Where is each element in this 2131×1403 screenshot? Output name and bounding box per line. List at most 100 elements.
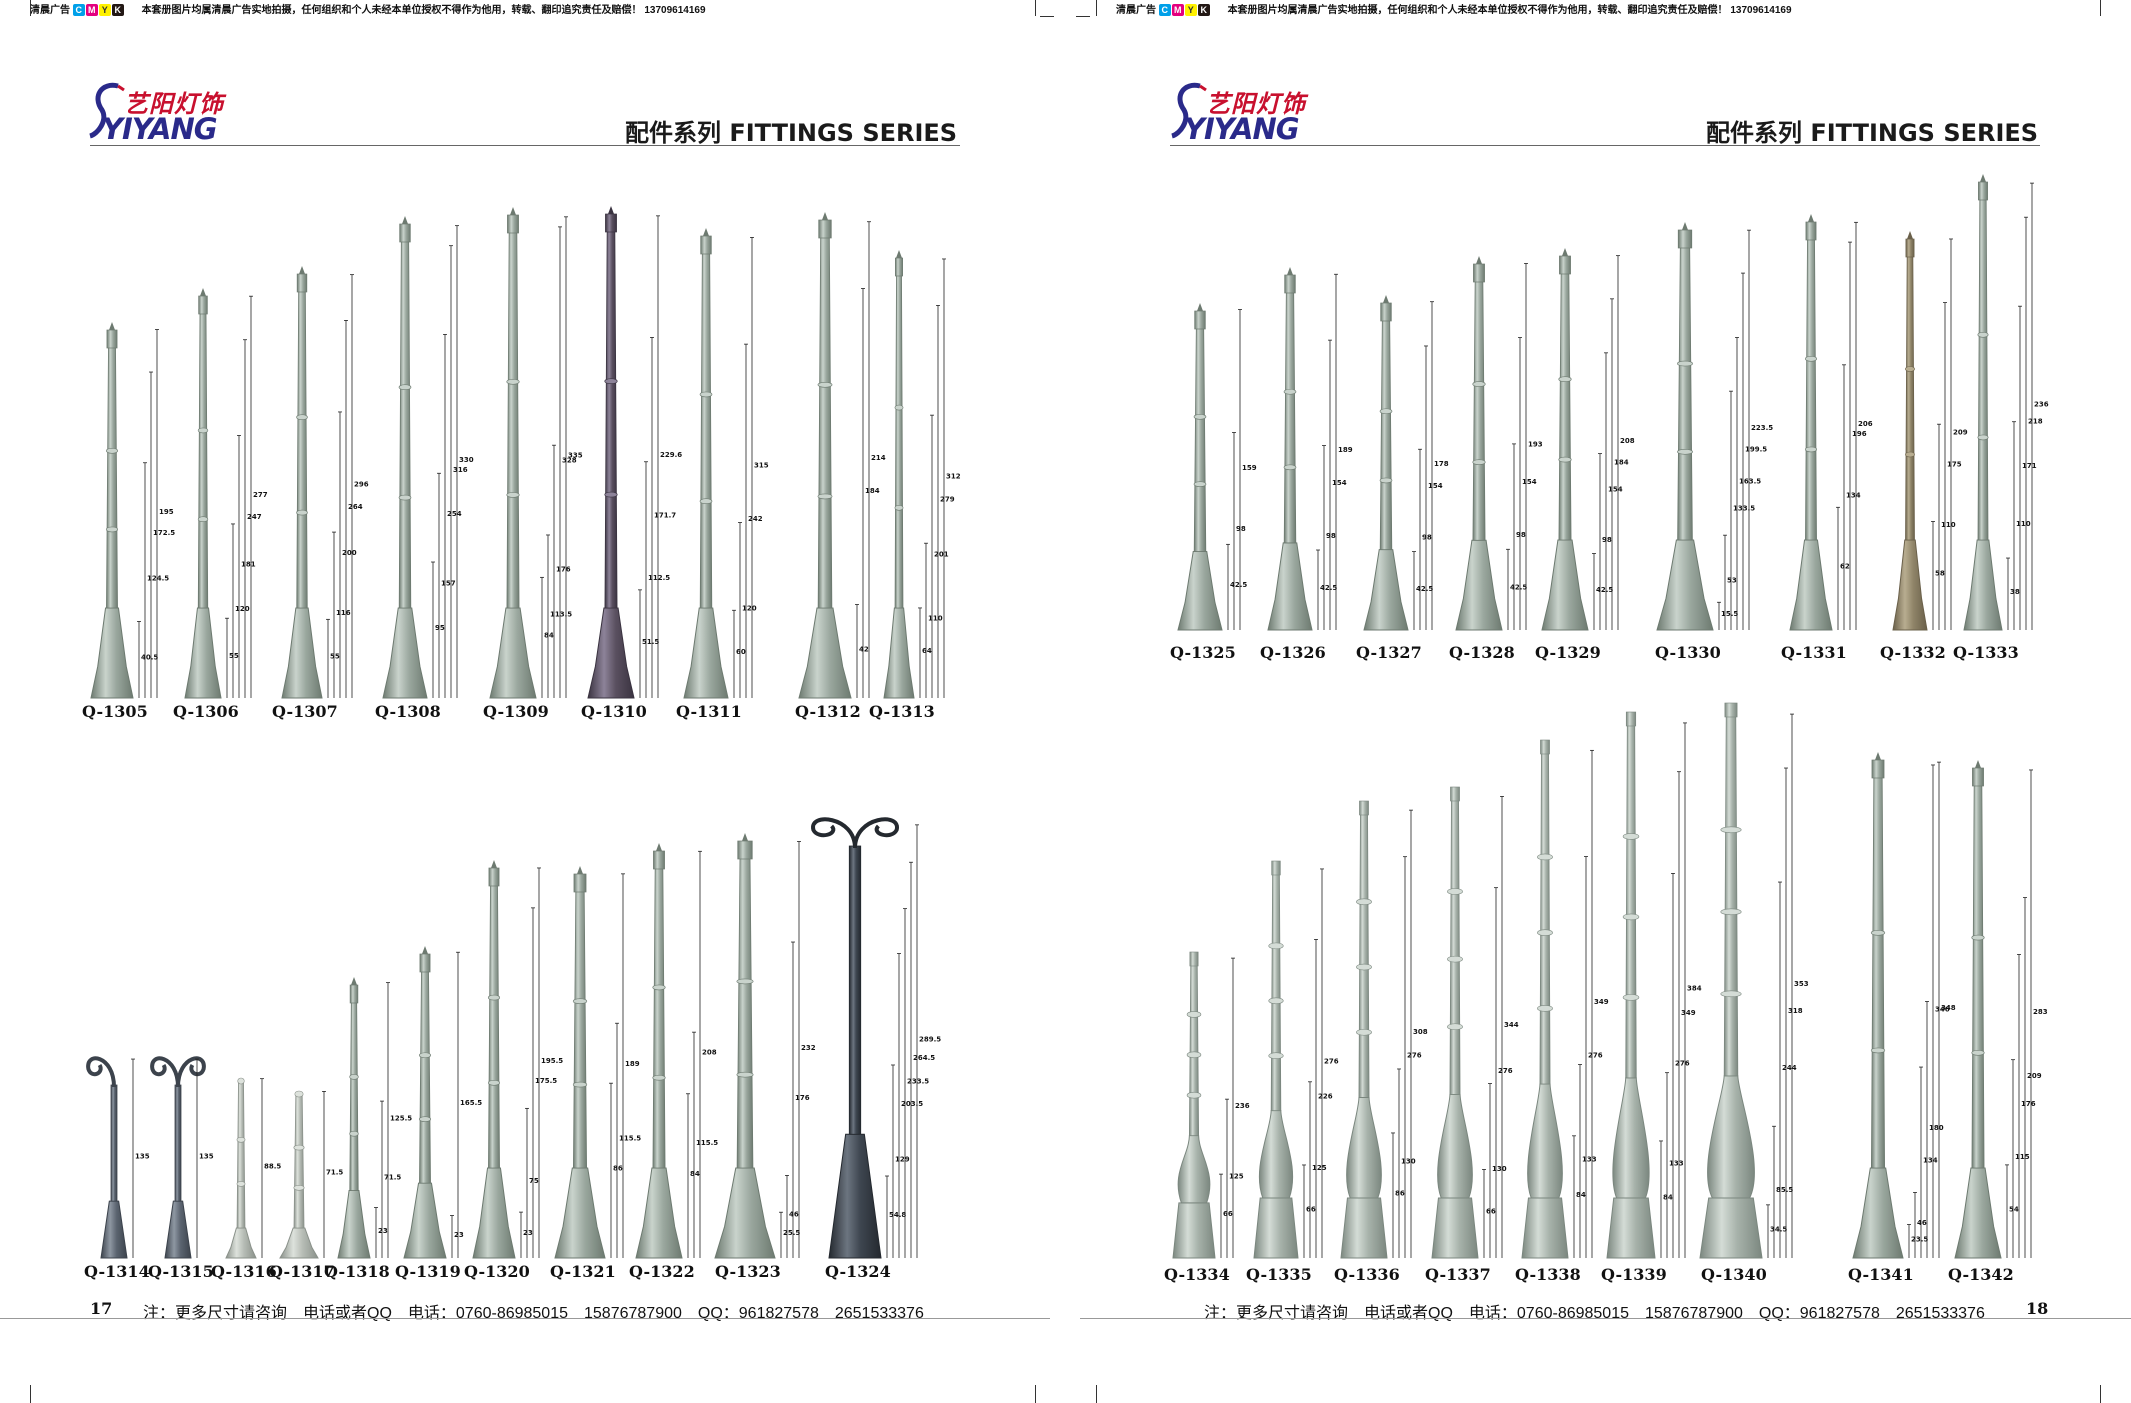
crop-mark [1096, 1385, 1097, 1403]
model-code-q-1329: Q-1329 [1535, 643, 1601, 662]
dimension-label: 124.5 [147, 574, 169, 582]
dimension-label: 62 [1840, 563, 1850, 571]
dimension-line: 175 [1943, 302, 1962, 630]
dimension-line: 157 [437, 472, 456, 698]
dimension-label: 209 [2027, 1072, 2042, 1080]
model-code-q-1332: Q-1332 [1880, 643, 1946, 662]
dimension-label: 157 [441, 580, 456, 588]
dimension-line: 133 [1665, 1072, 1684, 1258]
dimension-line: 98 [1322, 445, 1336, 630]
dimension-label: 349 [1594, 998, 1609, 1006]
dimension-label: 154 [1608, 485, 1623, 493]
logo-chinese: 艺阳灯饰 [124, 89, 224, 118]
dimension-line: 244 [1778, 881, 1797, 1258]
dimension-label: 42.5 [1596, 586, 1613, 594]
dimension-label: 315 [754, 462, 769, 470]
dimension-label: 154 [1332, 479, 1347, 487]
dimension-line: 196 [1848, 241, 1867, 630]
dimension-label: 135 [199, 1153, 214, 1161]
dimension-line: 176 [791, 941, 810, 1258]
dimension-line: 316 [449, 245, 468, 698]
model-code-q-1325: Q-1325 [1170, 643, 1236, 662]
dimension-label: 276 [1498, 1067, 1513, 1075]
dimension-line: 135 [195, 1058, 214, 1258]
dimension-line: 42.5 [1592, 553, 1613, 630]
dimension-label: 34.5 [1770, 1225, 1787, 1233]
dimension-label: 71.5 [326, 1169, 343, 1177]
fitting-illustration [1363, 295, 1409, 631]
dimension-label: 348 [1941, 1004, 1956, 1012]
dimension-line: 328 [558, 226, 577, 698]
dimension-line: 264.5 [909, 861, 935, 1258]
dimension-line: 25.5 [779, 1211, 800, 1258]
dimension-line: 23 [519, 1211, 533, 1258]
dimension-line: 98 [1598, 453, 1612, 630]
fitting-illustration [279, 1090, 319, 1259]
dimension-label: 115 [2015, 1153, 2030, 1161]
model-code-q-1338: Q-1338 [1515, 1265, 1581, 1284]
dimension-label: 276 [1407, 1051, 1422, 1059]
dimension-line: 110 [924, 542, 943, 698]
model-code-q-1311: Q-1311 [676, 702, 742, 721]
trim-line [1080, 1318, 2131, 1319]
dimension-line: 120 [738, 522, 757, 698]
dimension-line: 66 [1302, 1164, 1316, 1258]
dimension-label: 60 [736, 648, 746, 656]
model-code-q-1319: Q-1319 [395, 1262, 461, 1281]
dimension-label: 84 [544, 632, 554, 640]
dimension-line: 23.5 [1907, 1224, 1928, 1258]
crop-mark [30, 1385, 31, 1403]
model-code-q-1322: Q-1322 [629, 1262, 695, 1281]
model-code-q-1341: Q-1341 [1848, 1265, 1914, 1284]
dimension-line: 84 [686, 1093, 700, 1258]
brand-logo: 艺阳灯饰 YIYANG [88, 78, 248, 148]
dimension-line: 229.6 [656, 215, 682, 698]
dimension-line: 113.5 [546, 534, 572, 698]
dimension-line: 195.5 [537, 867, 563, 1258]
fitting-illustration [281, 266, 323, 699]
model-code-q-1317: Q-1317 [269, 1262, 335, 1281]
dimension-line: 232 [797, 841, 816, 1258]
dimension-label: 130 [1401, 1157, 1416, 1165]
fitting-illustration [714, 833, 776, 1259]
dimension-line: 84 [1659, 1140, 1673, 1258]
dimension-line: 276 [1494, 887, 1513, 1258]
fitting-illustration [1963, 174, 2003, 631]
dimension-line: 88.5 [260, 1078, 281, 1258]
dimension-label: 42 [859, 645, 869, 653]
dimension-line: 66 [1219, 1173, 1233, 1258]
dimension-label: 133.5 [1733, 505, 1755, 513]
model-code-q-1307: Q-1307 [272, 702, 338, 721]
dimension-line: 42.5 [1412, 551, 1433, 630]
model-code-q-1309: Q-1309 [483, 702, 549, 721]
dimension-line: 71.5 [322, 1091, 343, 1258]
dimension-line: 58 [1931, 521, 1945, 630]
dimension-label: 71.5 [384, 1174, 401, 1182]
dimension-label: 23 [378, 1227, 388, 1235]
crop-mark [1076, 16, 1090, 17]
dimension-line: 172.5 [149, 371, 175, 698]
dimension-label: 276 [1588, 1051, 1603, 1059]
page-number: 18 [2026, 1299, 2049, 1318]
dimension-label: 163.5 [1739, 478, 1761, 486]
dimension-label: 115.5 [619, 1135, 641, 1143]
dimension-line: 125 [1225, 1098, 1244, 1258]
dimension-line: 175.5 [531, 907, 557, 1258]
dimension-line: 51.5 [638, 589, 659, 698]
dimension-line: 276 [1584, 856, 1603, 1258]
series-title: 配件系列 FITTINGS SERIES [1706, 119, 2039, 147]
header-rule [1170, 145, 2040, 146]
swan-logo-icon [89, 82, 125, 139]
dimension-line: 206 [1854, 221, 1873, 630]
dimension-line: 276 [1320, 868, 1339, 1258]
dimension-label: 289.5 [919, 1035, 941, 1043]
dimension-line: 98 [1418, 448, 1432, 630]
fitting-illustration [1789, 214, 1833, 631]
crop-mark [1096, 0, 1097, 16]
fitting-illustration [86, 1056, 128, 1259]
dimension-label: 264.5 [913, 1054, 935, 1062]
dimension-label: 318 [1788, 1007, 1803, 1015]
model-code-q-1331: Q-1331 [1781, 643, 1847, 662]
